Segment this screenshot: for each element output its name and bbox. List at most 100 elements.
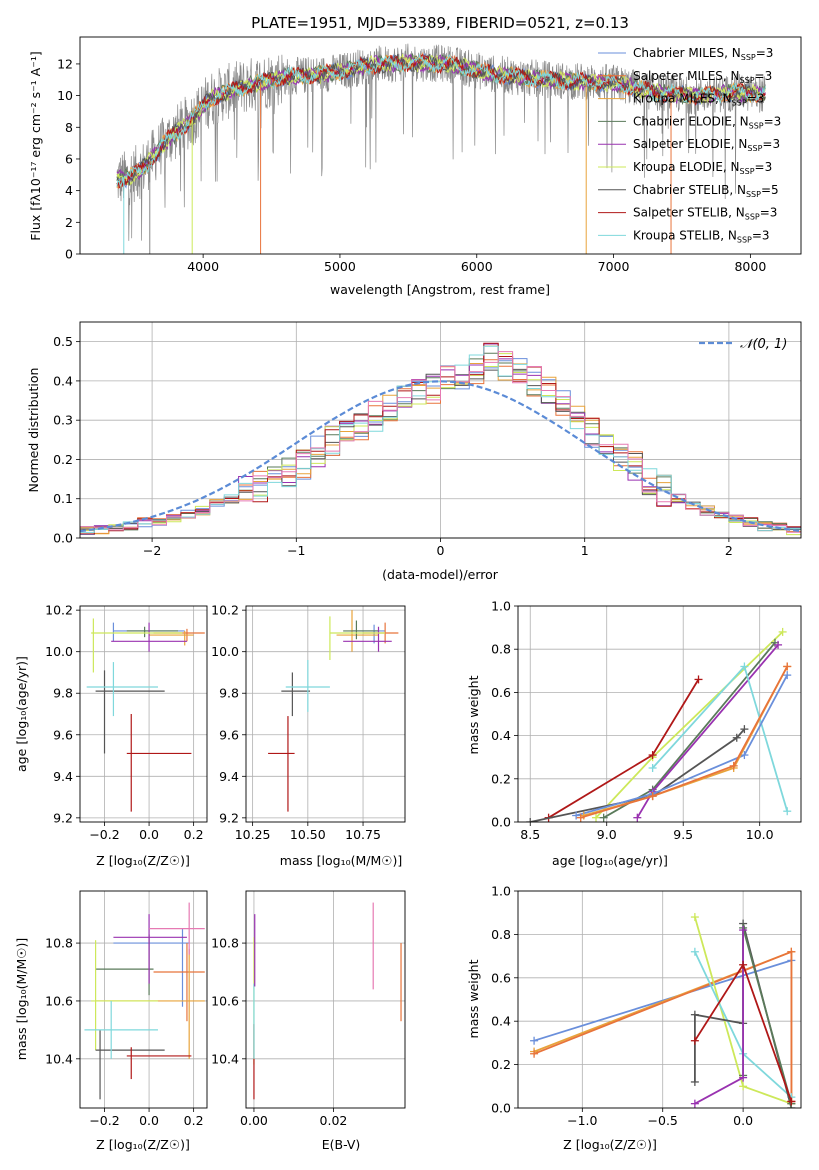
histogram-step-9 — [80, 351, 801, 538]
legend-label-sub: SSP — [747, 144, 762, 153]
plot-area — [268, 610, 399, 812]
mass-weight-vs-Z-ylabel: mass weight — [466, 959, 481, 1038]
legend-label-sub: SSP — [737, 235, 752, 244]
legend-label-sub: SSP — [740, 76, 755, 85]
mass-weight-vs-Z-panel: Z [log₁₀(Z/Z☉)] mass weight −1.0 −0.5 0.0 0… — [466, 884, 802, 1152]
series-marker-2 — [633, 813, 642, 822]
y-tick-label: 0.4 — [491, 728, 511, 743]
y-tick-label: 10.0 — [211, 644, 239, 659]
residuals-ylabel: Normed distribution — [26, 368, 41, 493]
series-marker-5 — [740, 725, 749, 734]
y-tick-label: 0.6 — [491, 970, 511, 985]
series-line-0 — [533, 959, 792, 1042]
series-line-8 — [580, 666, 788, 819]
legend-label-3: Chabrier ELODIE, NSSP=3 — [633, 114, 781, 130]
errorbar-point-0 — [113, 928, 190, 1007]
y-tick-label: 0.4 — [53, 373, 73, 388]
series-marker-8 — [729, 761, 738, 770]
y-tick-label: 0.3 — [53, 413, 73, 428]
plot-area — [530, 913, 796, 1108]
legend-label-suffix: =3 — [764, 114, 782, 128]
series-marker-3 — [740, 662, 749, 671]
legend-label-text: Salpeter ELODIE, N — [633, 137, 747, 151]
legend-label-0: Chabrier MILES, NSSP=3 — [633, 46, 773, 62]
x-tick-label: 9.5 — [673, 827, 693, 842]
legend-label-sub: SSP — [740, 167, 755, 176]
axes-frame — [79, 605, 208, 823]
legend-label-text: Kroupa STELIB, N — [633, 228, 737, 242]
series-line-6 — [575, 674, 788, 817]
axes-frame — [79, 890, 208, 1109]
legend-label-suffix: =3 — [755, 69, 773, 83]
errorbar-point-8 — [86, 662, 158, 717]
legend-label-suffix: =3 — [762, 137, 780, 151]
series-line-5 — [530, 728, 746, 822]
series-marker-8 — [783, 662, 792, 671]
y-tick-label: 0.5 — [53, 334, 73, 349]
series-marker-7 — [739, 926, 748, 935]
x-tick-label: 8.5 — [520, 827, 540, 842]
y-tick-label: 9.2 — [219, 810, 239, 825]
axes-frame — [245, 890, 406, 1109]
x-tick-label: 7000 — [598, 259, 630, 274]
x-tick-label: 9.0 — [597, 827, 617, 842]
residuals-xlabel: (data-model)/error — [382, 567, 499, 582]
errorbar-point-8 — [285, 660, 330, 712]
x-tick-label: 6000 — [461, 259, 493, 274]
y-tick-label: 0.2 — [491, 771, 511, 786]
errorbar-point-3 — [343, 620, 379, 640]
spectrum-xlabel: wavelength [Angstrom, rest frame] — [330, 282, 550, 297]
y-tick-label: 9.2 — [53, 810, 73, 825]
series-marker-1 — [599, 813, 608, 822]
y-tick-label: 9.6 — [219, 727, 239, 742]
mass-weight-vs-Z-xlabel: Z [log₁₀(Z/Z☉)] — [563, 1137, 657, 1152]
y-tick-label: 0.2 — [53, 452, 73, 467]
errorbar-point-7 — [268, 716, 295, 812]
series-marker-0 — [778, 627, 787, 636]
legend-label-sub: SSP — [749, 121, 764, 130]
y-tick-label: 10.4 — [211, 1051, 239, 1066]
age-vs-mass-xlabel: mass [log₁₀(M/M☉)] — [280, 853, 402, 868]
y-tick-label: 9.6 — [53, 727, 73, 742]
legend-label-sub: SSP — [741, 53, 756, 62]
x-tick-label: 10.0 — [746, 827, 774, 842]
errorbar-point-1 — [153, 943, 205, 1022]
residuals-panel: −2 −1 0 1 2 0.0 0.1 0.2 0.3 0.4 0.5 (data-model)/e… — [26, 321, 802, 582]
errorbar-point-5 — [329, 616, 386, 660]
spectrum-ylabel: Flux [fλ10⁻¹⁷ erg cm⁻² s⁻¹ A⁻¹] — [28, 51, 43, 240]
series-marker-0 — [592, 813, 601, 822]
x-tick-label: 4000 — [187, 259, 219, 274]
y-tick-label: 2 — [65, 215, 73, 230]
series-marker-3 — [739, 1082, 748, 1091]
data-spectrum-line — [116, 43, 766, 241]
errorbar-point-7 — [126, 714, 192, 812]
residuals-plot: −2 −1 0 1 2 0.0 0.1 0.2 0.3 0.4 0.5 — [53, 321, 802, 558]
mass-weight-vs-age-ylabel: mass weight — [466, 675, 481, 754]
y-tick-label: 10.8 — [45, 936, 73, 951]
legend-label-suffix: =3 — [752, 228, 770, 242]
x-tick-label: −1 — [287, 543, 305, 558]
y-tick-label: 10.2 — [45, 603, 73, 618]
series-marker-8 — [576, 813, 585, 822]
errorbar-point-9 — [149, 902, 205, 955]
y-tick-label: 10.6 — [211, 993, 239, 1008]
model-line-8 — [116, 52, 766, 188]
x-tick-label: 0.0 — [139, 827, 159, 842]
legend-label-5: Kroupa ELODIE, NSSP=3 — [633, 160, 772, 176]
residuals-legend: 𝒩(0, 1) — [699, 337, 787, 352]
x-tick-label: −0.2 — [89, 827, 119, 842]
legend-label-text: Salpeter STELIB, N — [633, 206, 745, 220]
mass-weight-vs-age-xlabel: age [log₁₀(age/yr)] — [552, 853, 668, 868]
y-tick-label: 0.8 — [491, 642, 511, 657]
errorbar-point-7 — [126, 1047, 192, 1080]
errorbar-point-2 — [149, 630, 194, 646]
legend-label-suffix: =3 — [755, 160, 773, 174]
y-tick-label: 0 — [65, 247, 73, 262]
legend-label-suffix: =3 — [760, 206, 778, 220]
y-tick-label: 1.0 — [491, 599, 511, 614]
y-tick-label: 0.0 — [491, 815, 511, 830]
model-line-5 — [116, 53, 766, 186]
legend-normal-label: 𝒩(0, 1) — [740, 337, 787, 352]
x-tick-label: 5000 — [324, 259, 356, 274]
